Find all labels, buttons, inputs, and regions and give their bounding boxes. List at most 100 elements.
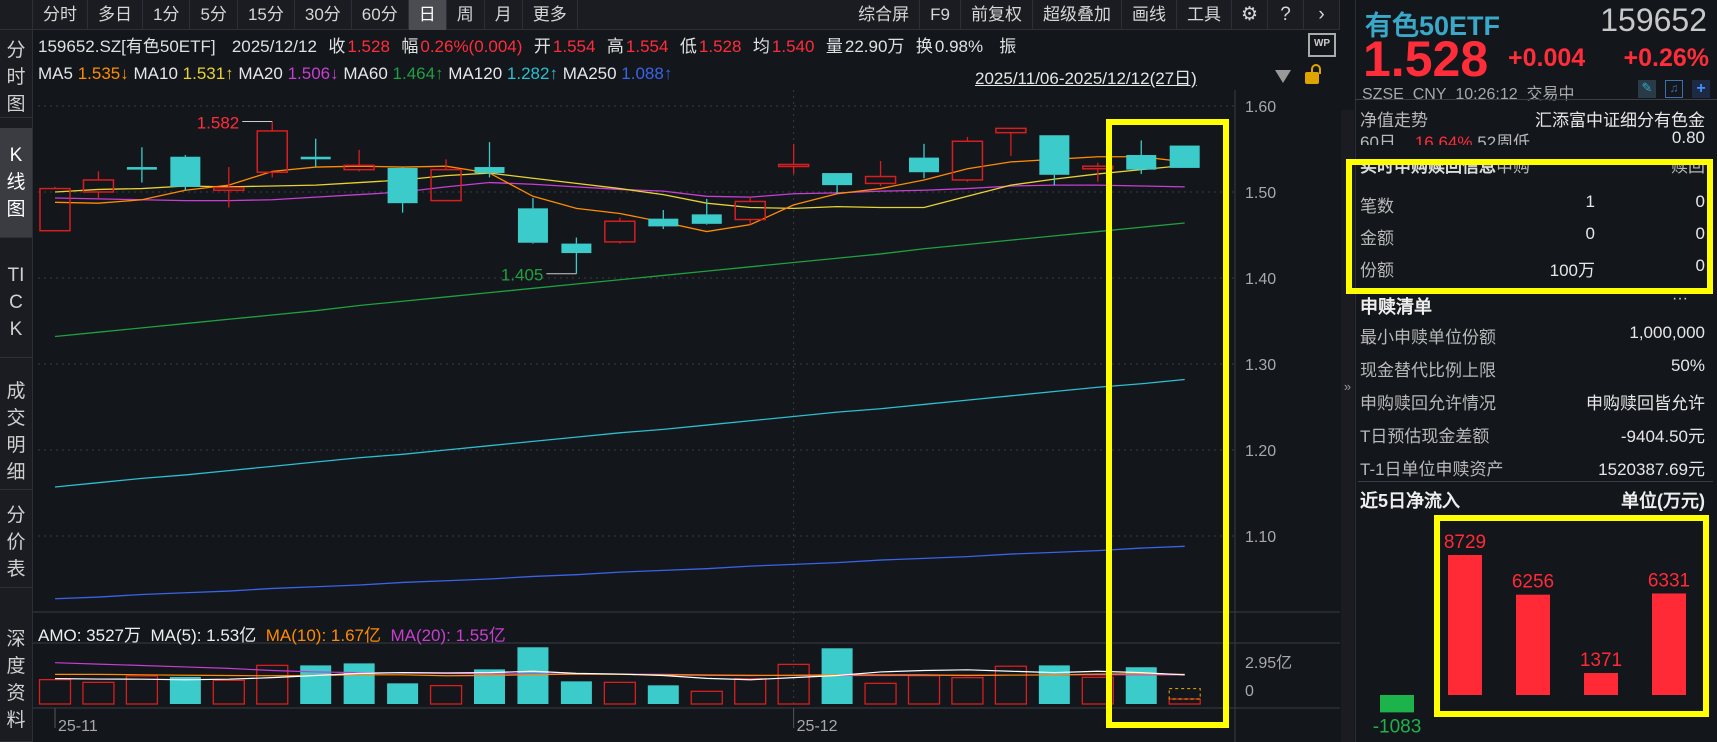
sidebar-item-label: 分时图 bbox=[6, 40, 26, 115]
tab-3[interactable]: 5分 bbox=[190, 0, 238, 30]
nav-row[interactable]: 净值走势 汇添富中证细分有色金 bbox=[1360, 106, 1705, 131]
date-range-selector[interactable]: 2025/11/06-2025/12/12(27日) bbox=[975, 69, 1197, 88]
amo-ma5: MA(5): 1.53亿 bbox=[150, 626, 257, 645]
sidebar-item-3[interactable]: 成交明细 bbox=[0, 375, 32, 490]
volume-bar-2 bbox=[82, 681, 115, 705]
volume-bar-4 bbox=[169, 676, 201, 704]
toolbar-btn-5[interactable]: 工具 bbox=[1177, 0, 1232, 30]
flow-title: 近5日净流入 bbox=[1360, 491, 1461, 511]
candle-body bbox=[343, 164, 375, 171]
volume-bar-10 bbox=[429, 684, 463, 705]
ma-label: MA5 bbox=[38, 64, 73, 83]
chevron-right-icon[interactable]: › bbox=[1304, 0, 1340, 30]
volume-bar-13 bbox=[560, 681, 592, 704]
toolbar-btn-2[interactable]: 前复权 bbox=[961, 0, 1033, 30]
ma10-line bbox=[54, 164, 1185, 209]
open-value: 1.554 bbox=[552, 37, 596, 56]
candle-18 bbox=[777, 143, 810, 174]
alert-bell-icon[interactable]: ♫ bbox=[1665, 80, 1683, 98]
tab-7[interactable]: 日 bbox=[408, 0, 447, 30]
help-icon[interactable]: ? bbox=[1268, 0, 1304, 30]
candle-4 bbox=[170, 155, 201, 191]
toolbar-btn-3[interactable]: 超级叠加 bbox=[1033, 0, 1122, 30]
pcf-title: 申赎清单 bbox=[1360, 297, 1432, 317]
quote-date: 2025/12/12 bbox=[231, 37, 317, 56]
dropdown-triangle-icon[interactable] bbox=[1275, 70, 1291, 83]
amo-legend: AMO: 3527万 MA(5): 1.53亿 MA(10): 1.67亿 MA… bbox=[38, 621, 506, 646]
amplitude-label: 振 bbox=[999, 37, 1017, 56]
toolbar-btn-1[interactable]: F9 bbox=[920, 0, 961, 30]
ma-label: MA20 bbox=[238, 64, 283, 83]
volume-bar-12 bbox=[517, 647, 549, 704]
row-value: 1,000,000 bbox=[1629, 323, 1705, 342]
subscribe-value: 100万 bbox=[1549, 261, 1595, 280]
candle-body bbox=[474, 167, 505, 174]
candle-24 bbox=[1039, 135, 1070, 186]
ma-value: 1.535↓ bbox=[77, 64, 129, 83]
candle-13 bbox=[561, 237, 592, 274]
lock-icon[interactable] bbox=[1305, 72, 1319, 84]
tab-1[interactable]: 多日 bbox=[88, 0, 143, 30]
tab-2[interactable]: 1分 bbox=[143, 0, 191, 30]
tab-9[interactable]: 月 bbox=[485, 0, 523, 30]
volume-bar-14 bbox=[603, 681, 636, 705]
more-icon[interactable]: ··· bbox=[1672, 290, 1688, 307]
sidebar-item-2[interactable]: TICK bbox=[0, 248, 32, 358]
ma-value: 1.088↑ bbox=[621, 64, 673, 83]
add-watchlist-icon[interactable]: + bbox=[1692, 80, 1710, 98]
tab-4[interactable]: 15分 bbox=[238, 0, 295, 30]
candle-body bbox=[1169, 145, 1200, 168]
volume-bar-25 bbox=[1081, 676, 1114, 705]
ma120-line bbox=[54, 378, 1185, 488]
candle-body bbox=[256, 130, 288, 173]
kline-chart[interactable]: 1.60 1.50 1.40 1.30 1.20 1.10 25-11 25-12 1.582 1… bbox=[0, 0, 1350, 742]
sidebar-item-5[interactable]: 深度资料 bbox=[0, 618, 32, 742]
price-tick-label: 1.20 bbox=[1245, 443, 1276, 460]
volume-bar-5 bbox=[212, 679, 245, 705]
flow-label-5: 6331 bbox=[1648, 570, 1690, 591]
volume-label: 量 bbox=[825, 37, 843, 56]
tab-0[interactable]: 分时 bbox=[33, 0, 88, 30]
candle-body bbox=[604, 220, 636, 243]
projected-volume-bar bbox=[1168, 688, 1201, 700]
sidebar-item-0[interactable]: 分时图 bbox=[0, 38, 32, 118]
row-value: 申购赎回皆允许 bbox=[1586, 394, 1705, 413]
tab-10[interactable]: 更多 bbox=[523, 0, 578, 30]
candle-15 bbox=[648, 210, 679, 229]
toolbar-btn-4[interactable]: 画线 bbox=[1122, 0, 1177, 30]
toolbar-btn-0[interactable]: 综合屏 bbox=[848, 0, 921, 30]
ma-label: MA60 bbox=[343, 64, 388, 83]
sidebar-item-1[interactable]: K线图 bbox=[0, 128, 32, 238]
candle-2 bbox=[82, 171, 115, 199]
candle-body bbox=[995, 127, 1027, 134]
tab-5[interactable]: 30分 bbox=[295, 0, 352, 30]
sidebar-item-label: TICK bbox=[7, 265, 25, 340]
candle-body bbox=[951, 140, 984, 181]
edit-pencil-icon[interactable]: ✎ bbox=[1638, 80, 1656, 98]
candle-16 bbox=[691, 198, 722, 225]
flow-bar-3 bbox=[1516, 594, 1550, 695]
tab-8[interactable]: 周 bbox=[447, 0, 485, 30]
divider bbox=[1358, 481, 1713, 482]
pcf-row: T日预估现金差额 -9404.50元 bbox=[1360, 422, 1705, 447]
sidebar-item-4[interactable]: 分价表 bbox=[0, 498, 32, 588]
volume-ma5-line bbox=[54, 669, 1185, 681]
wp-monitor-icon[interactable]: WP bbox=[1308, 33, 1336, 57]
flow-label-1: -1083 bbox=[1373, 716, 1422, 737]
tab-6[interactable]: 60分 bbox=[352, 0, 409, 30]
gear-icon[interactable]: ⚙ bbox=[1232, 0, 1268, 30]
row-values: 100万 0 bbox=[1475, 256, 1705, 281]
price-change: +0.004 bbox=[1508, 44, 1586, 72]
row-key: 笔数 bbox=[1360, 197, 1394, 216]
row-key: 现金替代比例上限 bbox=[1360, 361, 1496, 380]
ma-value: 1.506↓ bbox=[287, 64, 339, 83]
net-inflow-chart: -1083 8729 6256 1371 6331 bbox=[1373, 532, 1690, 737]
price-change-pct: +0.26% bbox=[1623, 44, 1710, 72]
row-key: 金额 bbox=[1360, 229, 1394, 248]
flow-bar-1 bbox=[1380, 695, 1414, 713]
candle-12 bbox=[517, 198, 548, 244]
volume-bar-24 bbox=[1038, 665, 1070, 704]
candle-body bbox=[39, 187, 71, 232]
ma-value: 1.531↑ bbox=[182, 64, 234, 83]
